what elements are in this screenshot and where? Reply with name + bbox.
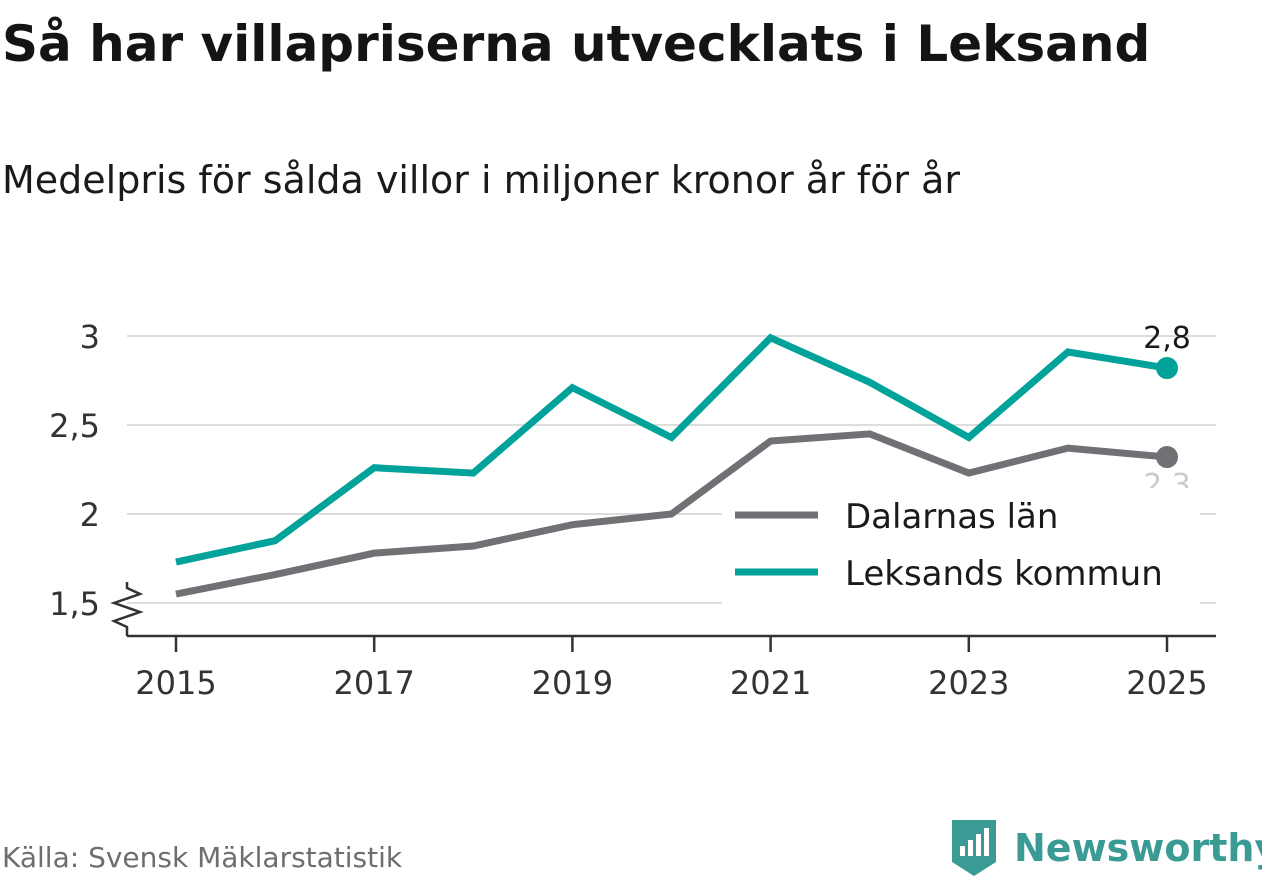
series-line-leksands-kommun [175, 333, 1168, 566]
x-tick-label: 2021 [730, 664, 811, 702]
legend-label: Leksands kommun [845, 554, 1163, 594]
end-marker [1156, 446, 1178, 469]
end-marker [1156, 357, 1178, 380]
y-tick-label: 3 [80, 318, 100, 356]
legend-box [722, 488, 1200, 606]
series-line-dalarnas-lan [175, 430, 1168, 598]
y-axis-break [110, 582, 144, 636]
newsworthy-logo-icon [952, 820, 996, 876]
legend-label: Dalarnas län [845, 497, 1058, 537]
y-tick-label: 2,5 [49, 407, 100, 445]
y-tick-label: 2 [80, 496, 100, 534]
source-note: Källa: Svensk Mäklarstatistik [2, 841, 403, 874]
newsworthy-logo: Newsworthy [948, 818, 1262, 878]
end-value-label: 2,8 [1143, 321, 1191, 356]
chart-title: Så har villapriserna utvecklats i Leksan… [2, 15, 1151, 73]
x-tick-label: 2017 [333, 664, 414, 702]
x-tick-label: 2025 [1126, 664, 1207, 702]
y-tick-label: 1,5 [49, 585, 100, 623]
x-tick-label: 2023 [928, 664, 1009, 702]
x-tick-label: 2019 [532, 664, 613, 702]
x-tick-label: 2015 [135, 664, 216, 702]
brand-name: Newsworthy [1014, 826, 1262, 870]
chart-subtitle: Medelpris för sålda villor i miljoner kr… [2, 158, 961, 202]
